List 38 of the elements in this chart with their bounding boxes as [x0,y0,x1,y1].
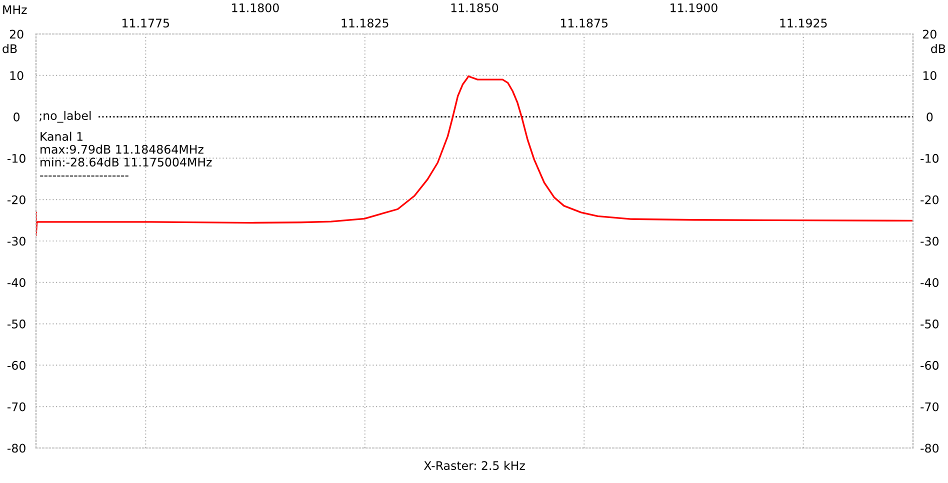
y2-tick-label: 20 [923,30,936,39]
y-tick-label: 0 [14,112,20,122]
y2-axis-title: dB [931,44,946,54]
y2-tick-label: -80 [920,444,939,453]
y2-tick-label: -10 [920,154,939,163]
y2-tick-label: -30 [920,236,939,246]
y-tick-label: -70 [7,402,26,412]
y2-tick-label: -70 [920,402,939,412]
x2-tick-label: 11.1900 [670,3,718,12]
annotation: Kanal 1 [40,132,82,141]
y-tick-label: -10 [7,154,26,163]
x-axis-title: MHz [3,5,27,14]
y-axis-title: dB [2,44,17,54]
y-tick-label: -30 [7,236,26,246]
y2-tick-label: -50 [920,320,939,328]
y-tick-label: 10 [10,71,24,80]
annotation: min:-28.64dB 11.175004MHz [40,157,212,167]
y-tick-label: -60 [7,360,26,370]
x2-tick-label: 11.1850 [451,3,498,12]
x-tick-label: 11.1875 [561,18,608,28]
x-tick-label: 11.1925 [780,18,827,28]
y2-tick-label: 10 [923,71,936,80]
x-tick-label: 11.1825 [342,18,388,28]
x2-tick-label: 11.1800 [232,3,279,12]
y-tick-label: -50 [7,320,26,328]
y-tick-label: -20 [7,195,26,204]
y2-tick-label: 0 [926,112,933,122]
ref-line-label: ;no_label [40,110,91,123]
text: X-Raster: 2.5 kHz [424,460,525,470]
y2-tick-label: -60 [920,360,939,370]
y-tick-label: -40 [7,278,26,288]
line-series [36,75,913,236]
annotation: max:9.79dB 11.184864MHz [40,144,204,154]
y-tick-label: 20 [10,30,24,39]
x-tick-label: 11.1775 [122,18,170,28]
y2-tick-label: -20 [920,195,939,204]
y-tick-label: -80 [7,444,26,453]
y2-tick-label: -40 [920,278,939,288]
